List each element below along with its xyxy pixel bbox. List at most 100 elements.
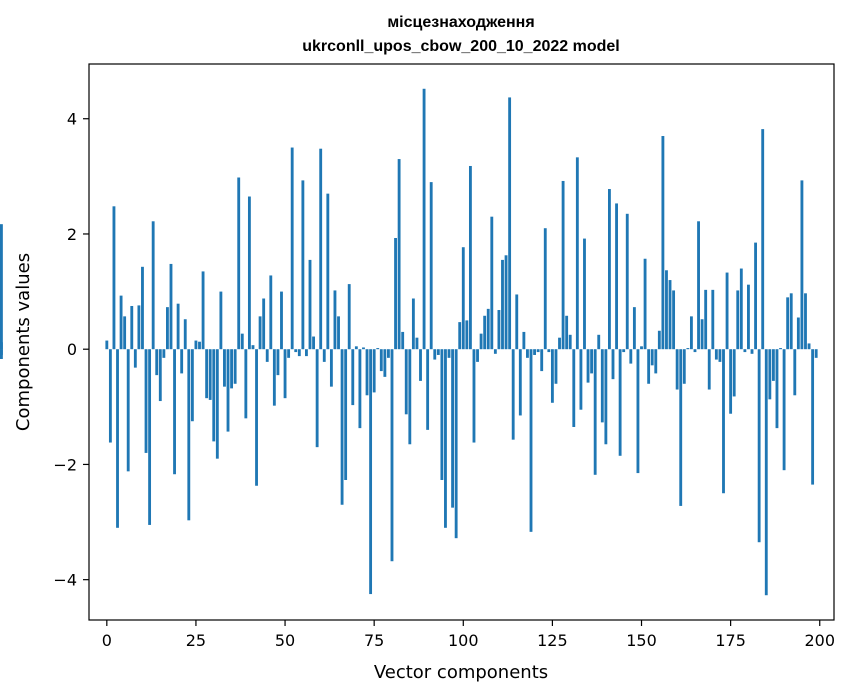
bar-25 [194,340,198,350]
bar-153 [650,349,654,366]
bar-185 [764,349,768,596]
bar-27 [201,271,205,350]
bar-122 [540,349,544,372]
bar-66 [340,349,344,505]
x-tick-label: 125 [537,631,568,650]
bar-77 [379,349,383,372]
bar-177 [736,290,740,350]
bar-76 [376,348,380,350]
bar-34 [226,349,230,432]
bar-173 [722,349,725,494]
bar-143 [615,203,618,350]
bar-170 [711,289,715,350]
x-axis-label: Vector components [374,662,548,683]
bar-75 [372,349,376,393]
bar-182 [754,242,757,350]
bar-124 [547,349,551,353]
bar-140 [604,349,608,445]
bar-165 [693,349,697,353]
bar-74 [369,349,373,595]
bar-79 [387,349,390,358]
x-tick-label: 0 [102,631,112,650]
bar-46 [269,275,273,350]
plot-frame [88,63,835,621]
bar-60 [319,148,323,350]
bar-192 [789,293,793,350]
bar-69 [351,349,355,406]
x-tick-label: 175 [715,631,746,650]
bar-80 [390,349,394,562]
bar-6 [126,349,130,472]
bar-146 [625,213,629,350]
bar-172 [718,349,722,362]
bar-95 [444,349,447,528]
bar-116 [518,349,522,416]
bar-97 [451,349,455,508]
bar-196 [804,293,807,350]
chart-title: місцезнаходження [387,14,534,31]
bar-138 [597,334,601,350]
bar-3 [116,349,119,528]
bar-193 [793,349,797,396]
bar-191 [786,297,790,350]
bar-0 [105,340,109,350]
bar-100 [461,247,465,350]
bar-101 [465,320,469,350]
bar-5 [123,316,127,350]
bar-159 [672,290,676,350]
bar-82 [397,159,401,350]
bar-103 [472,349,476,443]
bar-51 [287,349,291,358]
bar-109 [493,349,497,354]
bar-106 [483,315,487,350]
bar-8 [133,349,137,368]
bar-105 [479,333,483,350]
bar-58 [312,336,315,350]
bar-67 [344,349,348,480]
bars-group [0,88,818,596]
bar-94 [440,349,444,480]
bar-174 [725,272,729,350]
bar-54 [297,349,301,357]
bar-87 [415,337,419,350]
bar-18 [169,263,173,350]
bar-90 [426,349,430,430]
bar-83 [401,331,405,350]
y-axis-ticks: −4 −2 0 2 4 [53,110,89,590]
bar-190 [782,349,786,471]
bar-125 [550,349,554,403]
bar-175 [729,349,733,414]
bar-107 [486,308,490,350]
bar-61 [322,349,326,362]
y-tick-label: 2 [67,225,77,244]
bar-86 [411,298,415,350]
bar-53 [294,349,298,353]
bar-144 [618,349,622,456]
bar-17 [166,307,169,350]
y-tick-label: −4 [53,571,77,590]
bar-undefined [0,342,3,350]
bar-31 [215,349,219,459]
bar-28 [205,349,209,399]
bar-38 [240,333,244,350]
bar-81 [394,238,397,350]
bar-84 [404,349,408,415]
bar-160 [675,349,679,390]
bar-145 [622,349,626,353]
bar-47 [272,349,276,406]
bar-198 [811,349,815,485]
bar-36 [233,349,237,384]
bar-139 [600,349,604,423]
bar-73 [365,349,369,396]
bar-14 [155,349,159,376]
bar-32 [219,291,223,350]
bar-158 [668,280,672,350]
bar-29 [208,349,212,400]
bar-15 [158,349,162,402]
bar-undefined [0,349,3,359]
bar-148 [632,307,636,350]
bar-102 [468,165,472,350]
bar-1 [108,349,112,443]
bar-187 [771,349,775,381]
bar-179 [743,349,747,353]
